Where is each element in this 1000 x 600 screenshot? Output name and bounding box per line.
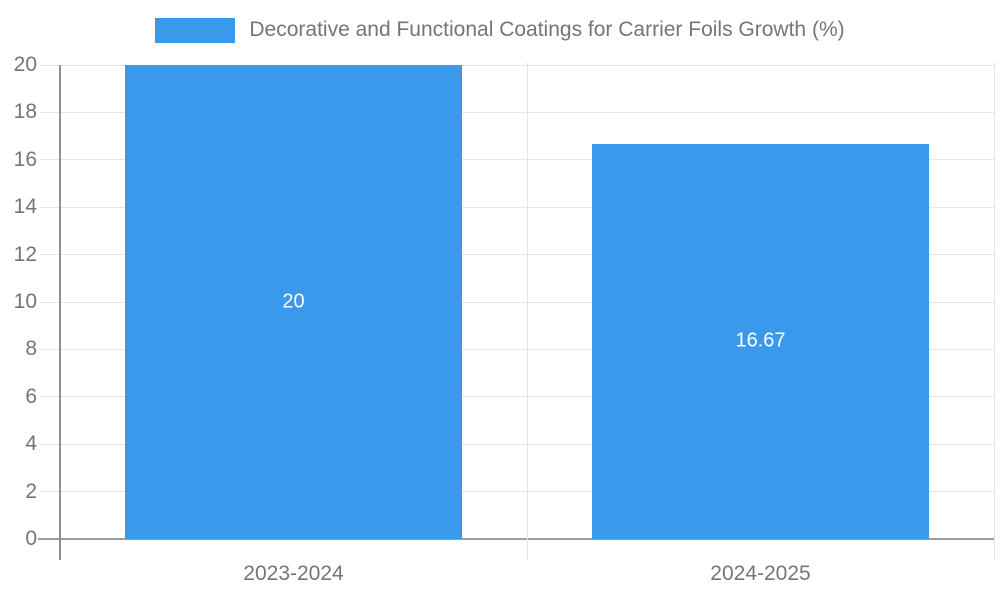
legend[interactable]: Decorative and Functional Coatings for C… [0,13,1000,47]
bar-value-label: 20 [282,290,305,313]
y-tick-label: 8 [25,337,37,361]
y-gridline [40,348,994,350]
legend-swatch [155,17,236,43]
y-tick-label: 0 [25,527,37,550]
y-gridline [40,396,994,398]
bar-2023-2024[interactable] [125,65,462,539]
y-gridline [40,301,994,303]
y-tick-label: 2 [25,479,37,503]
y-tick-label: 12 [13,242,37,266]
x-tick-label: 2024-2025 [710,562,811,585]
y-tick-label: 18 [13,100,37,124]
y-tick-label: 4 [25,432,37,456]
category-boundary-line [993,63,995,560]
y-axis-line [59,65,61,560]
y-gridline [40,64,994,66]
y-gridline [40,443,994,445]
bar-2024-2025[interactable] [592,143,929,539]
y-gridline [40,111,994,113]
y-gridline [40,206,994,208]
y-tick-label: 6 [25,384,37,408]
legend-series-label: Decorative and Functional Coatings for C… [249,18,845,41]
y-gridline [40,159,994,161]
y-tick-label: 16 [13,147,37,171]
category-boundary-line [526,63,528,560]
bar-value-label: 16.67 [735,329,786,352]
y-tick-label: 20 [13,53,37,76]
y-tick-label: 14 [13,195,37,219]
x-tick-label: 2023-2024 [243,562,344,585]
y-gridline [40,254,994,256]
x-axis-line [38,538,994,540]
y-gridline [40,491,994,493]
y-tick-label: 10 [13,290,37,313]
